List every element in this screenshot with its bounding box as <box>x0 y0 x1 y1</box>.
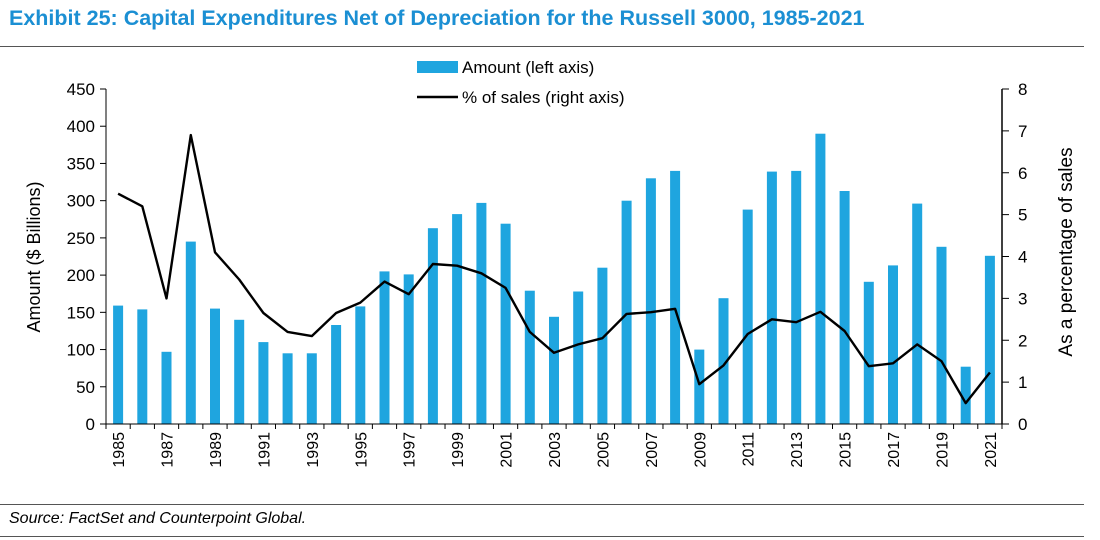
left-tick-label: 150 <box>67 303 95 322</box>
left-tick-label: 250 <box>67 229 95 248</box>
bar-2020 <box>960 366 971 424</box>
bar-2000 <box>476 202 487 424</box>
left-tick-label: 400 <box>67 117 95 136</box>
x-tick-label: 2017 <box>886 432 903 468</box>
left-tick-label: 100 <box>67 341 95 360</box>
bar-1994 <box>331 325 342 424</box>
bar-1985 <box>113 305 124 424</box>
x-tick-label: 2007 <box>644 432 661 468</box>
right-tick-label: 0 <box>1018 415 1027 434</box>
bar-2021 <box>984 255 995 424</box>
bar-1997 <box>403 274 414 424</box>
bar-2012 <box>766 171 777 424</box>
bar-1989 <box>210 308 220 424</box>
left-tick-label: 200 <box>67 266 95 285</box>
right-tick-label: 8 <box>1018 80 1027 99</box>
left-axis-ticks: 0 50 100 150 200 250 300 350 400 450 <box>67 80 106 434</box>
x-tick-label: 2003 <box>547 432 564 468</box>
left-tick-label: 0 <box>86 415 95 434</box>
right-tick-label: 5 <box>1018 206 1027 225</box>
source-note: Source: FactSet and Counterpoint Global. <box>9 510 307 527</box>
x-tick-label: 1991 <box>256 432 273 468</box>
right-tick-label: 4 <box>1018 248 1027 267</box>
bar-1998 <box>427 228 438 424</box>
left-tick-label: 50 <box>76 378 95 397</box>
bottom-divider <box>0 536 1084 537</box>
legend-bar-swatch <box>417 61 458 73</box>
x-tick-label: 2019 <box>935 432 952 468</box>
right-tick-label: 6 <box>1018 164 1027 183</box>
bar-2008 <box>670 170 681 424</box>
bar-2017 <box>888 265 898 424</box>
bar-2006 <box>621 200 632 424</box>
x-tick-label: 1985 <box>111 432 128 468</box>
bar-2015 <box>839 191 850 424</box>
right-tick-label: 7 <box>1018 122 1027 141</box>
bar-2018 <box>912 203 923 424</box>
right-axis-ticks: 0 1 2 3 4 5 6 7 8 <box>1002 80 1027 434</box>
bar-2007 <box>645 178 656 424</box>
bar-2014 <box>815 133 826 424</box>
bar-2005 <box>597 267 608 424</box>
left-tick-label: 300 <box>67 192 95 211</box>
bar-2004 <box>573 291 584 424</box>
x-axis-ticks: 1985 1987 1989 1991 1993 1995 1997 1999 2001 2003… <box>105 424 1003 468</box>
left-axis-label: Amount ($ Billions) <box>24 181 44 332</box>
title-divider <box>0 46 1084 47</box>
x-tick-label: 1989 <box>208 432 225 468</box>
x-tick-label: 1999 <box>450 432 467 468</box>
bar-2003 <box>549 316 559 424</box>
bar-2016 <box>863 281 874 424</box>
x-tick-label: 1995 <box>353 432 370 468</box>
source-divider <box>0 504 1084 505</box>
bar-2001 <box>500 223 511 424</box>
right-tick-label: 1 <box>1018 373 1027 392</box>
bar-1987 <box>161 351 172 424</box>
bar-1991 <box>258 342 269 424</box>
capex-chart: 0 50 100 150 200 250 300 350 400 450 0 1 2 3 4 5 6 7 8 19… <box>24 58 1077 468</box>
bar-2019 <box>936 246 947 424</box>
left-tick-label: 450 <box>67 80 95 99</box>
bar-2010 <box>718 298 729 424</box>
bar-2009 <box>694 349 705 424</box>
bar-2002 <box>524 290 535 424</box>
right-tick-label: 2 <box>1018 331 1027 350</box>
x-tick-label: 2005 <box>595 432 612 468</box>
x-tick-label: 2009 <box>692 432 709 468</box>
legend: Amount (left axis) % of sales (right axi… <box>417 58 625 107</box>
right-axis-label: As a percentage of sales <box>1056 147 1077 356</box>
bar-2013 <box>791 170 802 424</box>
x-tick-label: 2001 <box>499 432 516 468</box>
bar-1990 <box>234 319 245 424</box>
bar-1992 <box>282 353 293 424</box>
x-tick-label: 1997 <box>402 432 419 468</box>
bar-2011 <box>742 209 753 424</box>
x-tick-label: 2013 <box>789 432 806 468</box>
legend-percent-label: % of sales (right axis) <box>462 88 625 107</box>
bar-series <box>113 133 995 424</box>
bar-1999 <box>452 214 463 424</box>
bar-1993 <box>306 353 317 424</box>
x-tick-label: 2011 <box>741 432 758 467</box>
legend-amount-label: Amount (left axis) <box>462 58 594 77</box>
x-tick-label: 2015 <box>838 432 855 468</box>
x-tick-label: 1993 <box>305 432 322 468</box>
bar-1986 <box>137 309 148 424</box>
right-tick-label: 3 <box>1018 289 1027 308</box>
bar-1995 <box>355 306 366 424</box>
bar-1996 <box>379 271 390 424</box>
left-tick-label: 350 <box>67 154 95 173</box>
percent-of-sales-line <box>117 133 991 405</box>
x-tick-label: 1987 <box>160 432 177 468</box>
x-tick-label: 2021 <box>983 432 1000 468</box>
bar-1988 <box>185 241 196 424</box>
page-title: Exhibit 25: Capital Expenditures Net of … <box>9 6 865 30</box>
